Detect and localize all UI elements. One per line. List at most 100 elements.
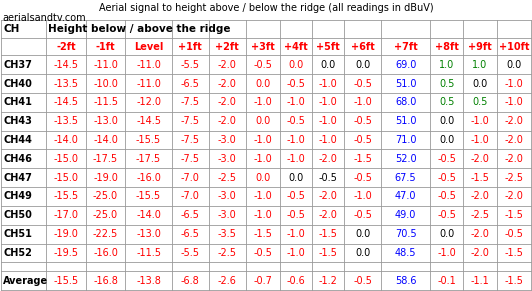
- Text: -2.0: -2.0: [504, 135, 523, 145]
- Text: -1.0: -1.0: [254, 154, 272, 164]
- Text: -15.0: -15.0: [54, 173, 79, 183]
- Text: -6.5: -6.5: [181, 79, 200, 89]
- Text: -1.5: -1.5: [319, 229, 337, 239]
- Text: -2.5: -2.5: [218, 248, 237, 258]
- Text: 0.0: 0.0: [255, 173, 271, 183]
- Text: CH41: CH41: [3, 97, 32, 107]
- Text: -13.0: -13.0: [93, 116, 118, 126]
- Text: Level: Level: [134, 42, 163, 52]
- Text: -0.5: -0.5: [319, 173, 337, 183]
- Text: Average: Average: [3, 276, 48, 285]
- Text: -17.0: -17.0: [54, 210, 79, 220]
- Text: -1.0: -1.0: [504, 79, 523, 89]
- Text: -7.5: -7.5: [181, 154, 200, 164]
- Text: -1.5: -1.5: [253, 229, 272, 239]
- Text: -2.0: -2.0: [470, 191, 489, 201]
- Text: -14.5: -14.5: [136, 116, 161, 126]
- Text: -0.5: -0.5: [353, 210, 372, 220]
- Text: -3.5: -3.5: [218, 229, 237, 239]
- Text: -2.0: -2.0: [218, 79, 237, 89]
- Text: CH37: CH37: [3, 60, 32, 70]
- Text: -2.0: -2.0: [470, 229, 489, 239]
- Text: 58.6: 58.6: [395, 276, 417, 285]
- Text: -19.0: -19.0: [54, 229, 79, 239]
- Text: -0.5: -0.5: [504, 229, 523, 239]
- Text: -13.0: -13.0: [136, 229, 161, 239]
- Text: -2.0: -2.0: [319, 210, 337, 220]
- Text: -1.0: -1.0: [287, 135, 305, 145]
- Text: +10ft: +10ft: [498, 42, 529, 52]
- Text: 0.0: 0.0: [355, 248, 370, 258]
- Text: -14.5: -14.5: [54, 97, 79, 107]
- Text: -13.5: -13.5: [54, 116, 79, 126]
- Text: 0.0: 0.0: [439, 116, 454, 126]
- Text: -0.5: -0.5: [287, 116, 305, 126]
- Text: -2.0: -2.0: [504, 154, 523, 164]
- Text: -0.5: -0.5: [253, 60, 272, 70]
- Text: -12.0: -12.0: [136, 97, 161, 107]
- Text: -1.5: -1.5: [470, 173, 489, 183]
- Text: -10.0: -10.0: [93, 79, 118, 89]
- Text: -1.2: -1.2: [319, 276, 337, 285]
- Text: -22.5: -22.5: [93, 229, 118, 239]
- Text: -2.0: -2.0: [218, 60, 237, 70]
- Text: -5.5: -5.5: [181, 60, 200, 70]
- Text: -1.0: -1.0: [353, 191, 372, 201]
- Text: -14.0: -14.0: [136, 210, 161, 220]
- Text: +8ft: +8ft: [435, 42, 459, 52]
- Text: -0.5: -0.5: [287, 191, 305, 201]
- Text: -2.0: -2.0: [218, 97, 237, 107]
- Text: -0.5: -0.5: [287, 210, 305, 220]
- Text: -1.5: -1.5: [504, 276, 523, 285]
- Text: -0.5: -0.5: [353, 135, 372, 145]
- Text: -14.0: -14.0: [54, 135, 79, 145]
- Text: +4ft: +4ft: [284, 42, 308, 52]
- Text: -6.5: -6.5: [181, 210, 200, 220]
- Text: 67.5: 67.5: [395, 173, 417, 183]
- Text: CH44: CH44: [3, 135, 32, 145]
- Text: aerialsandtv.com: aerialsandtv.com: [2, 13, 86, 23]
- Text: -11.5: -11.5: [93, 97, 118, 107]
- Text: -14.0: -14.0: [93, 135, 118, 145]
- Text: -13.5: -13.5: [54, 79, 79, 89]
- Text: -5.5: -5.5: [181, 248, 200, 258]
- Text: -1.0: -1.0: [437, 248, 456, 258]
- Text: -0.5: -0.5: [437, 154, 456, 164]
- Text: -3.0: -3.0: [218, 154, 237, 164]
- Text: -7.0: -7.0: [181, 191, 200, 201]
- Text: -2.0: -2.0: [504, 191, 523, 201]
- Text: -2.6: -2.6: [218, 276, 237, 285]
- Text: -7.0: -7.0: [181, 173, 200, 183]
- Text: -1.0: -1.0: [319, 116, 337, 126]
- Text: CH46: CH46: [3, 154, 32, 164]
- Text: CH52: CH52: [3, 248, 32, 258]
- Text: -0.5: -0.5: [437, 210, 456, 220]
- Text: -1.1: -1.1: [471, 276, 489, 285]
- Text: -3.0: -3.0: [218, 191, 237, 201]
- Text: -15.5: -15.5: [54, 191, 79, 201]
- Text: 52.0: 52.0: [395, 154, 417, 164]
- Text: Aerial signal to height above / below the ridge (all readings in dBuV): Aerial signal to height above / below th…: [99, 3, 433, 13]
- Text: 1.0: 1.0: [439, 60, 454, 70]
- Text: -11.0: -11.0: [136, 60, 161, 70]
- Text: -1.0: -1.0: [287, 154, 305, 164]
- Text: 0.0: 0.0: [506, 60, 521, 70]
- Text: +7ft: +7ft: [394, 42, 418, 52]
- Text: -7.5: -7.5: [181, 97, 200, 107]
- Text: -11.0: -11.0: [93, 60, 118, 70]
- Text: 0.0: 0.0: [288, 60, 304, 70]
- Text: CH47: CH47: [3, 173, 32, 183]
- Text: -14.5: -14.5: [54, 60, 79, 70]
- Text: 71.0: 71.0: [395, 135, 417, 145]
- Text: -1.0: -1.0: [471, 135, 489, 145]
- Text: CH: CH: [3, 24, 19, 34]
- Text: +2ft: +2ft: [215, 42, 239, 52]
- Text: -15.5: -15.5: [136, 135, 161, 145]
- Text: -1.5: -1.5: [319, 248, 337, 258]
- Text: 0.0: 0.0: [255, 79, 271, 89]
- Text: -0.6: -0.6: [287, 276, 305, 285]
- Text: -15.5: -15.5: [54, 276, 79, 285]
- Text: -11.0: -11.0: [136, 79, 161, 89]
- Text: -1.0: -1.0: [319, 135, 337, 145]
- Text: 0.5: 0.5: [472, 97, 488, 107]
